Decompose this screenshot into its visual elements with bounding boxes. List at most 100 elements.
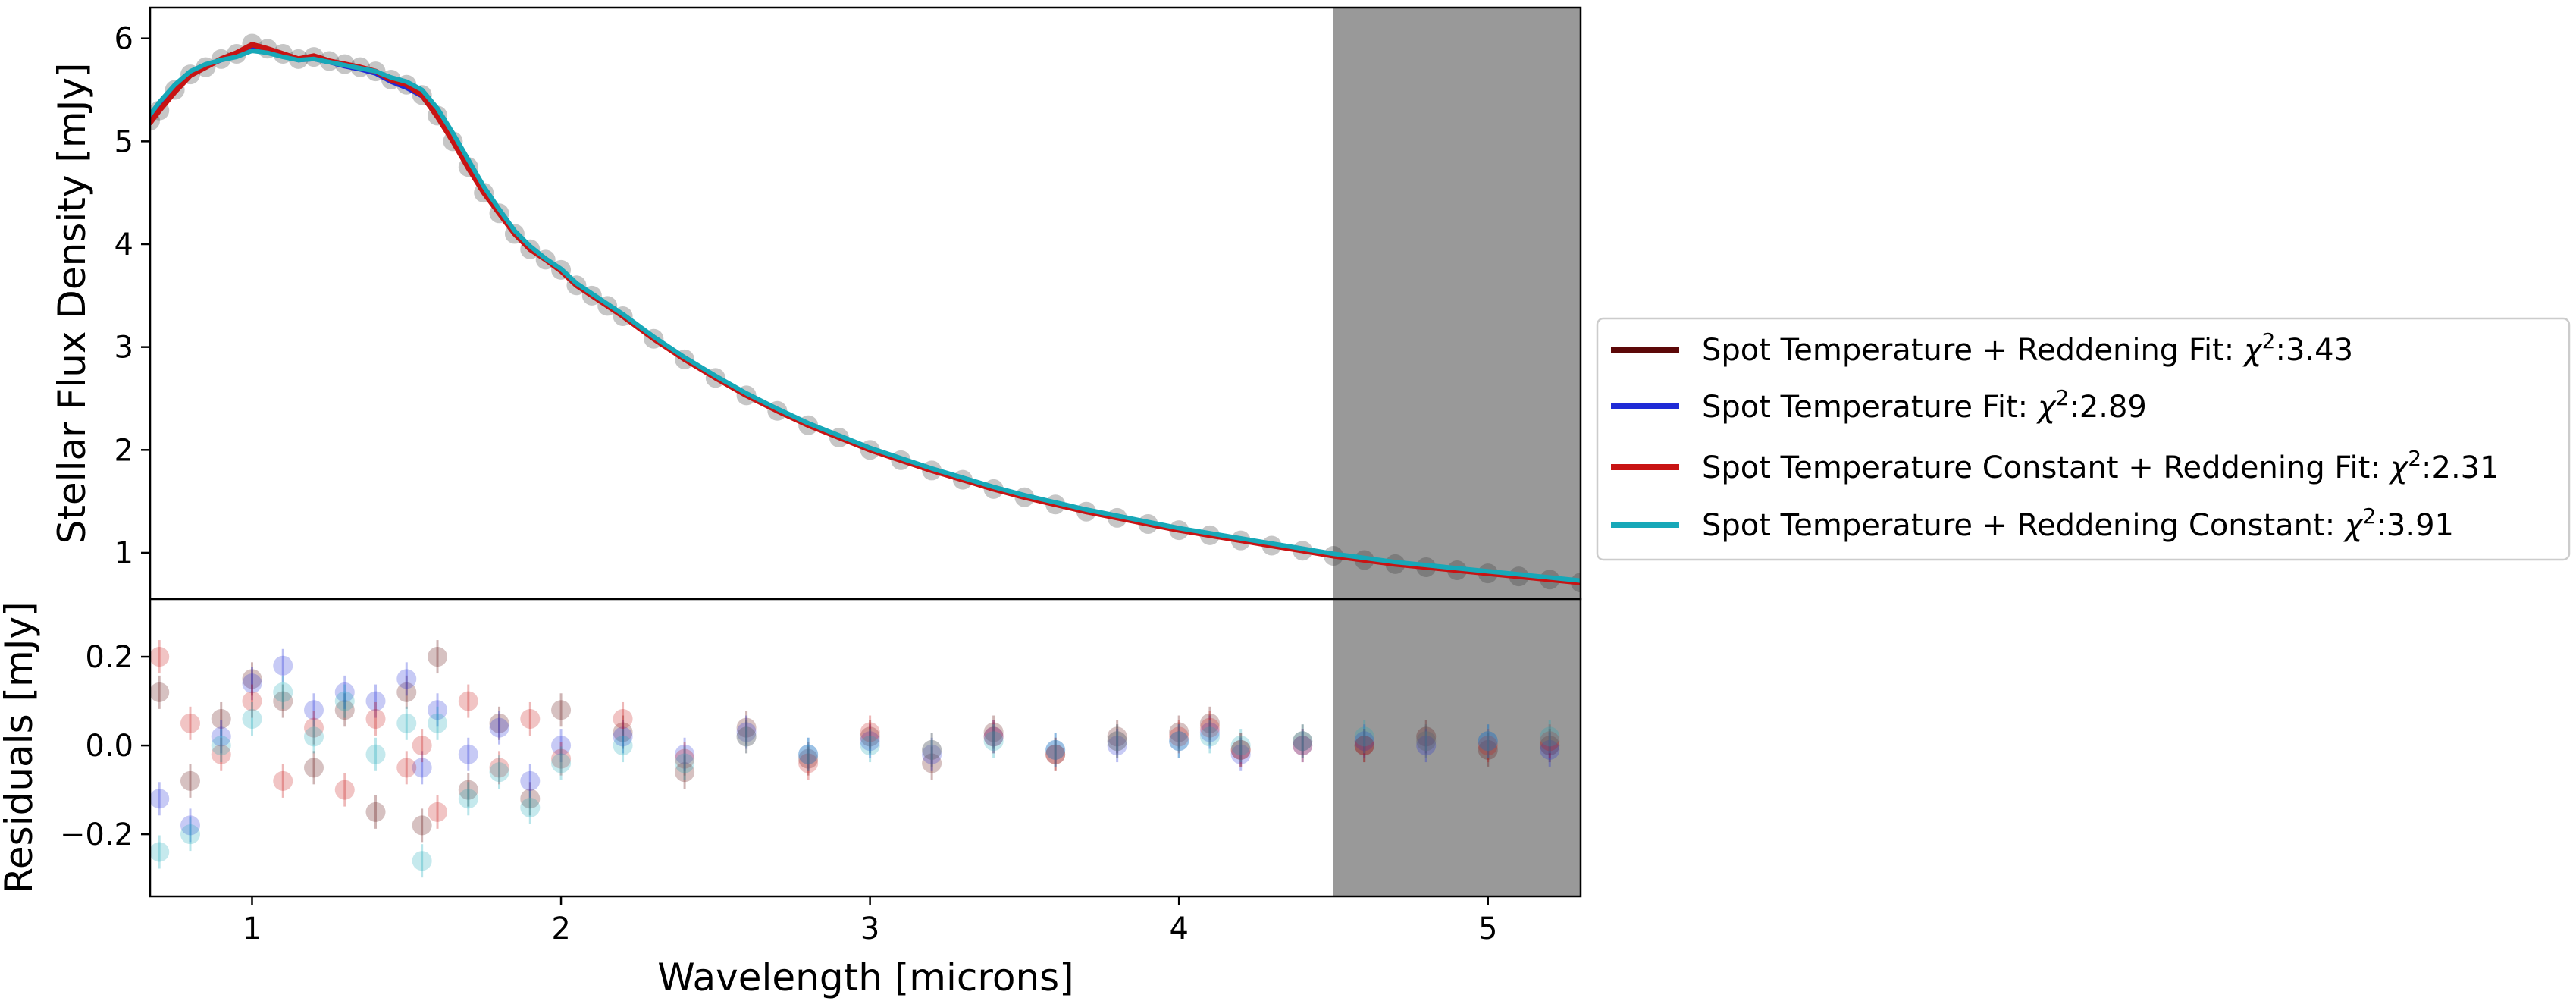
residual-point	[1045, 739, 1066, 760]
residual-point	[922, 739, 942, 760]
residual-point	[675, 744, 695, 764]
residual-point	[613, 722, 633, 742]
chi-symbol: χ	[2389, 450, 2409, 485]
residual-point	[1540, 731, 1560, 752]
residual-point	[1199, 722, 1220, 742]
legend-entry: Spot Temperature + Reddening Constant: χ…	[1611, 504, 2454, 543]
legend-box	[1596, 317, 2571, 561]
y-tick-label: 5	[114, 124, 133, 159]
residual-point	[1293, 736, 1313, 756]
residual-point	[1293, 731, 1313, 752]
x-tick-label: 3	[860, 912, 879, 946]
residual-point	[736, 717, 757, 738]
residual-point	[1540, 736, 1560, 756]
residual-point	[428, 802, 448, 822]
residual-point	[798, 744, 819, 764]
residual-point	[1293, 731, 1313, 752]
residual-point	[1199, 713, 1220, 733]
legend: Spot Temperature + Reddening Fit: χ2:3.4…	[1596, 317, 2571, 561]
residual-point	[304, 700, 324, 720]
top-shaded-region	[1333, 8, 1581, 599]
residual-point	[1230, 739, 1251, 760]
residual-point	[458, 789, 478, 809]
residual-point	[922, 744, 942, 764]
bottom-y-axis-label: Residuals [mJy]	[0, 601, 41, 893]
legend-label-text: Spot Temperature Constant + Reddening Fi…	[1702, 450, 2390, 485]
residual-point	[304, 726, 324, 747]
residual-point	[1107, 726, 1127, 747]
residual-point	[150, 647, 170, 667]
residual-point	[798, 744, 819, 764]
residual-point	[520, 797, 541, 817]
residual-point	[551, 748, 572, 769]
bottom-plot-frame	[149, 598, 1582, 898]
residual-point	[613, 708, 633, 729]
residual-point	[396, 669, 417, 689]
residual-point	[1478, 731, 1498, 752]
residual-point	[551, 736, 572, 756]
residual-point	[242, 708, 262, 729]
residual-point	[211, 736, 231, 756]
y-tick-label: −0.2	[60, 817, 133, 852]
residual-point	[180, 713, 200, 733]
residual-point	[1169, 731, 1189, 752]
y-tick-label: 4	[114, 228, 133, 262]
legend-label-text: Spot Temperature + Reddening Constant:	[1702, 508, 2345, 543]
residual-point	[273, 682, 293, 702]
bottom-residual-points	[150, 640, 1560, 878]
x-axis-label: Wavelength [microns]	[657, 956, 1073, 999]
residual-point	[458, 691, 478, 711]
x-tick-label: 5	[1478, 912, 1497, 946]
residual-point	[1045, 744, 1066, 764]
residual-point	[1107, 731, 1127, 752]
residual-point	[365, 708, 386, 729]
residual-point	[180, 815, 200, 836]
legend-label-text: Spot Temperature + Reddening Fit:	[1702, 333, 2244, 368]
residual-point	[675, 748, 695, 769]
residual-point	[736, 726, 757, 747]
legend-superscript: 2	[2363, 504, 2377, 529]
top-y-ticks: 1 2 3 4 5 6	[114, 22, 150, 571]
legend-entry: Spot Temperature Constant + Reddening Fi…	[1611, 446, 2499, 485]
residual-point	[150, 682, 170, 702]
top-y-axis-label: Stellar Flux Density [mJy]	[50, 63, 94, 544]
residual-point	[1478, 736, 1498, 756]
top-panel: 1 2 3 4 5 6 Stellar Flux Density [mJy]	[50, 6, 1582, 601]
residual-point	[520, 708, 541, 729]
residual-point	[412, 736, 432, 756]
legend-superscript: 2	[2056, 385, 2070, 410]
residual-point	[1230, 744, 1251, 764]
residual-point	[860, 726, 880, 747]
residual-point	[396, 758, 417, 778]
residual-point	[242, 669, 262, 689]
legend-chi-value: :2.89	[2069, 390, 2147, 425]
residual-point	[412, 758, 432, 778]
bottom-panel: −0.2 0.0 0.2 1 2 3 4 5 Residuals [mJy] Wavelen…	[0, 598, 1582, 999]
residual-point	[860, 731, 880, 752]
legend-label: Spot Temperature Constant + Reddening Fi…	[1702, 446, 2499, 485]
residual-point	[1293, 736, 1313, 756]
residual-point	[1045, 744, 1066, 764]
residual-point	[1416, 736, 1437, 756]
top-model-lines	[150, 42, 1581, 585]
residual-point	[334, 700, 355, 720]
residual-point	[365, 744, 386, 764]
residual-point	[1230, 736, 1251, 756]
residual-point	[922, 739, 942, 760]
legend-chi-value: :3.91	[2376, 508, 2454, 543]
legend-label-text: Spot Temperature Fit:	[1702, 390, 2038, 425]
residual-point	[1199, 726, 1220, 747]
residual-point	[860, 722, 880, 742]
legend-entry: Spot Temperature + Reddening Fit: χ2:3.4…	[1611, 328, 2353, 368]
legend-label: Spot Temperature + Reddening Fit: χ2:3.4…	[1702, 328, 2353, 368]
residual-point	[1540, 739, 1560, 760]
residual-point	[1354, 731, 1374, 752]
residual-point	[428, 700, 448, 720]
residual-point	[1199, 717, 1220, 738]
bottom-y-ticks: −0.2 0.0 0.2	[60, 640, 150, 852]
residual-point	[675, 762, 695, 783]
residual-point	[1416, 726, 1437, 747]
residual-point	[396, 682, 417, 702]
residual-point	[520, 770, 541, 791]
residual-point	[1045, 739, 1066, 760]
